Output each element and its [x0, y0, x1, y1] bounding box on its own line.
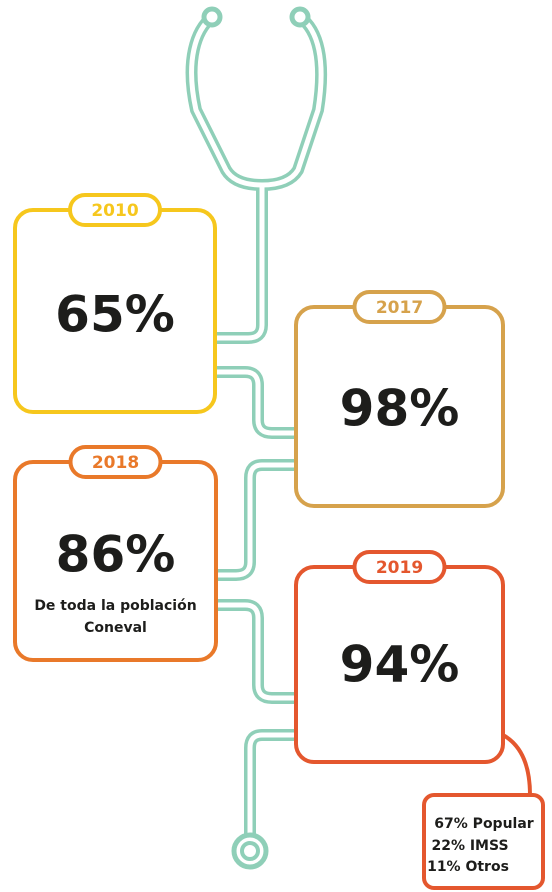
- card-note: De toda la población: [34, 598, 196, 614]
- year-tab: [352, 290, 447, 324]
- cards: 2010 65% 2017 98% 2018 86% De toda la població…: [13, 193, 505, 764]
- breakdown-line: 67% Popular: [434, 816, 533, 832]
- connector: [501, 733, 532, 796]
- year-tab: [68, 193, 162, 227]
- card-note: Coneval: [84, 620, 147, 636]
- breakdown-box: [422, 793, 545, 890]
- year: 2018: [92, 453, 139, 473]
- year: 2019: [376, 558, 423, 578]
- value: 94%: [340, 636, 460, 694]
- year: 2017: [376, 298, 423, 318]
- stethoscope: [185, 6, 328, 870]
- breakdown-line: 22% IMSS: [431, 838, 508, 854]
- year: 2010: [91, 201, 138, 221]
- value: 98%: [340, 380, 460, 438]
- value: 86%: [56, 526, 176, 584]
- value: 65%: [55, 286, 175, 344]
- year-tab: [68, 445, 163, 479]
- year-tab: [352, 550, 447, 584]
- breakdown-line: 11% Otros: [427, 859, 509, 875]
